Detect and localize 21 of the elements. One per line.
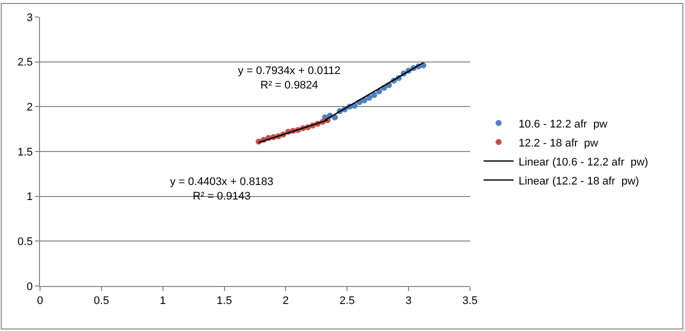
- legend-label: Linear (10.6 - 12.2 afr pw): [518, 156, 648, 168]
- x-tick-label: 1.5: [216, 295, 232, 308]
- y-tick-label: 1.5: [18, 146, 33, 158]
- x-tick-label: 2.5: [339, 295, 355, 308]
- x-tick-label: 3: [406, 295, 412, 308]
- x-tick-label: 0.5: [94, 295, 110, 308]
- x-tick-label: 0: [36, 295, 44, 308]
- x-tick-label: 3.5: [462, 295, 478, 308]
- y-tick-label: 0: [26, 280, 33, 293]
- x-tick-label: 1: [160, 295, 166, 308]
- x-tick-label: 2: [282, 295, 289, 308]
- y-tick-label: 2: [26, 102, 33, 114]
- annotation: y = 0.4403x + 0.8183 R² = 0.9143: [170, 176, 274, 202]
- legend-label: Linear (12.2 - 18 afr pw): [518, 175, 640, 188]
- legend-label: 10.6 - 12.2 afr pw: [518, 118, 608, 130]
- y-tick-label: 2.5: [18, 56, 33, 69]
- y-tick-label: 0.5: [18, 236, 33, 248]
- annotation: y = 0.7934x + 0.0112 R² = 0.9824: [238, 65, 341, 92]
- y-tick-label: 1: [26, 191, 33, 204]
- y-tick-label: 3: [26, 12, 33, 24]
- legend-label: 12.2 - 18 afr pw: [518, 137, 598, 150]
